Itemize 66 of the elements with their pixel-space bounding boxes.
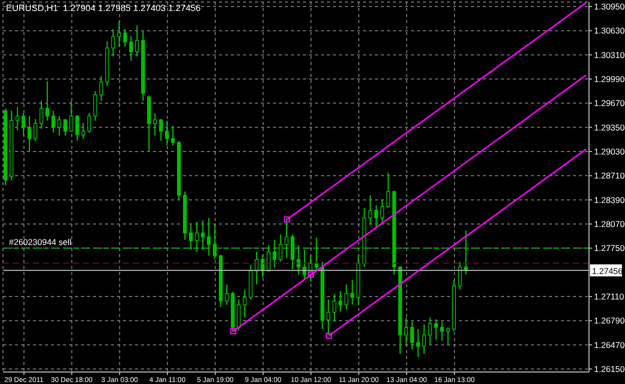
y-tick-label: 1.26790 [594,316,625,326]
candlestick [22,112,26,136]
candlestick [446,326,450,346]
candlestick [260,254,265,278]
candlestick [93,90,98,122]
candlestick [45,80,50,122]
point [284,216,290,223]
candlestick [458,261,462,290]
candlestick [28,115,32,152]
y-tick-label: 1.29990 [594,74,625,84]
candlestick [87,112,92,134]
candlestick [135,24,139,57]
candlestick [51,110,56,134]
candlestick [69,100,74,132]
ref-line-label: #260230944 sell [9,237,72,248]
candlestick [386,172,390,209]
candlestick [165,120,169,146]
candlestick [344,284,348,310]
candlestick [153,112,157,136]
candlestick [332,294,336,322]
y-tick-label: 1.30310 [594,50,625,60]
y-tick-label: 1.28710 [594,170,625,181]
candlestick [57,115,62,136]
candlestick [416,328,420,358]
y-tick-label: 1.29670 [594,98,625,108]
candlestick [171,125,175,146]
point [230,328,236,334]
y-tick-label: 1.26470 [594,340,625,350]
candlestick [117,21,122,48]
candlestick [224,284,229,306]
y-tick-label: 1.28390 [594,194,625,205]
y-tick-label: 1.29030 [594,146,625,157]
candlestick [404,317,408,345]
candlestick [34,118,38,142]
candlestick [434,318,438,340]
candlestick [422,324,426,354]
candlestick [242,289,247,318]
point [308,271,314,278]
candlestick [338,290,342,312]
candlestick [368,194,372,226]
y-tick-label: 1.27110 [594,292,624,302]
candlestick [374,204,378,228]
candlestick [440,320,444,342]
candlestick [63,118,68,136]
candlestick [39,100,44,130]
candlestick [350,279,354,306]
candlestick [111,28,116,57]
candlestick [16,106,20,131]
y-tick-label: 1.28070 [594,219,625,230]
candlestick [410,320,414,350]
candlestick [75,114,80,142]
ref-line-label: 1.27456 [592,266,623,276]
candlestick [99,75,104,102]
y-tick-label: 1.27750 [594,243,625,254]
y-tick-label: 1.30630 [594,26,625,36]
chart-title: EURUSD,H1 1.27904 1.27985 1.27403 1.27456 [6,3,201,13]
candlestick [81,122,86,140]
y-tick-label: 1.30950 [594,2,625,12]
candlestick [380,199,384,226]
y-tick-label: 1.26150 [594,364,625,374]
candlestick [123,28,127,48]
candlestick [428,317,432,345]
point [326,332,332,339]
candlestick [159,118,163,142]
candlestick [129,35,133,62]
y-tick-label: 1.29350 [594,122,625,132]
